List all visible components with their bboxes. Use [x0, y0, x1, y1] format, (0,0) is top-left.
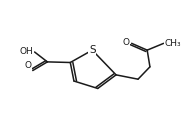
Text: CH₃: CH₃ — [165, 39, 181, 48]
Text: O: O — [123, 38, 130, 47]
Text: OH: OH — [20, 48, 34, 56]
Text: O: O — [25, 61, 32, 70]
Text: S: S — [89, 45, 96, 55]
